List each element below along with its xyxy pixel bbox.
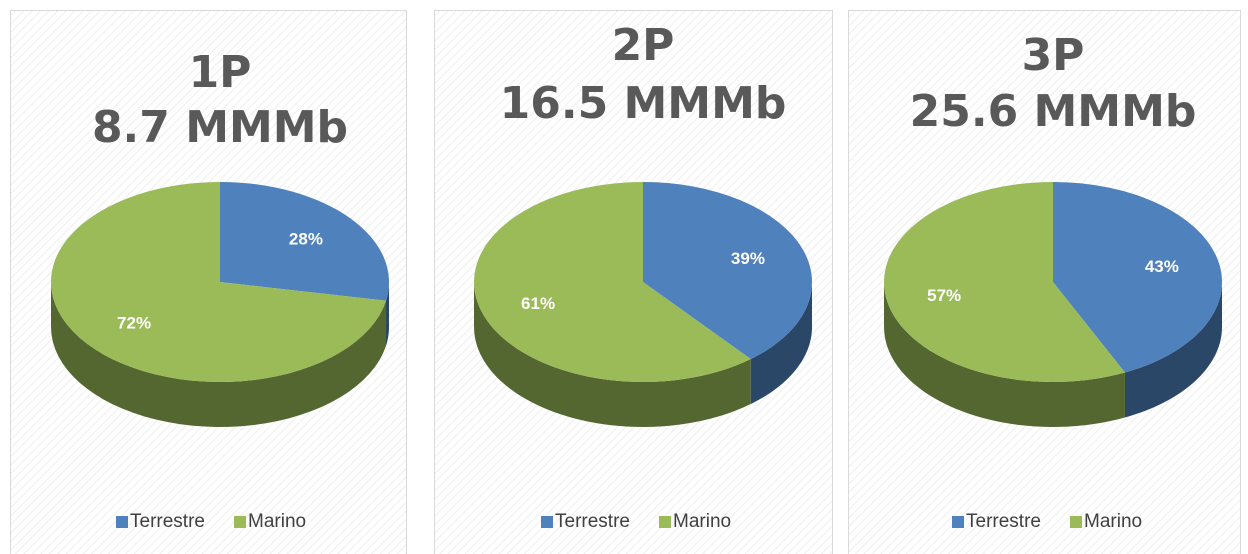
data-label: 39% <box>731 249 765 268</box>
pie-side <box>884 282 1125 427</box>
chart-title: 1P <box>189 47 252 98</box>
chart-title: 3P <box>1022 30 1085 81</box>
pie-slice <box>1053 182 1222 373</box>
legend-label: Marino <box>1084 511 1142 532</box>
data-label: 43% <box>1145 257 1179 276</box>
legend-swatch <box>659 516 671 528</box>
pie-side <box>386 282 389 346</box>
pie-slice <box>473 182 751 382</box>
pie-side <box>1124 282 1222 418</box>
legend-label: Marino <box>673 511 731 532</box>
pie-side <box>750 282 812 405</box>
legend-swatch <box>952 516 964 528</box>
pie-slice <box>883 182 1125 383</box>
legend-label: Terrestre <box>555 511 630 532</box>
pie-slice <box>51 182 387 383</box>
chart-subtitle: 25.6 MMMb <box>910 86 1197 137</box>
legend-label: Terrestre <box>966 511 1041 532</box>
pie-side <box>51 282 387 427</box>
legend-swatch <box>541 516 553 528</box>
data-label: 57% <box>927 286 961 305</box>
legend-label: Terrestre <box>130 511 205 532</box>
pie-slice <box>643 182 812 360</box>
legend-swatch <box>116 516 128 528</box>
data-label: 72% <box>117 314 151 333</box>
data-label: 61% <box>521 294 555 313</box>
chart-title: 2P <box>612 20 675 71</box>
chart-subtitle: 8.7 MMMb <box>92 102 348 153</box>
pie-slice <box>220 182 389 301</box>
data-label: 28% <box>289 229 323 248</box>
legend-swatch <box>1070 516 1082 528</box>
pie-side <box>474 282 751 427</box>
legend-label: Marino <box>248 511 306 532</box>
legend-swatch <box>234 516 246 528</box>
chart-subtitle: 16.5 MMMb <box>500 78 787 129</box>
